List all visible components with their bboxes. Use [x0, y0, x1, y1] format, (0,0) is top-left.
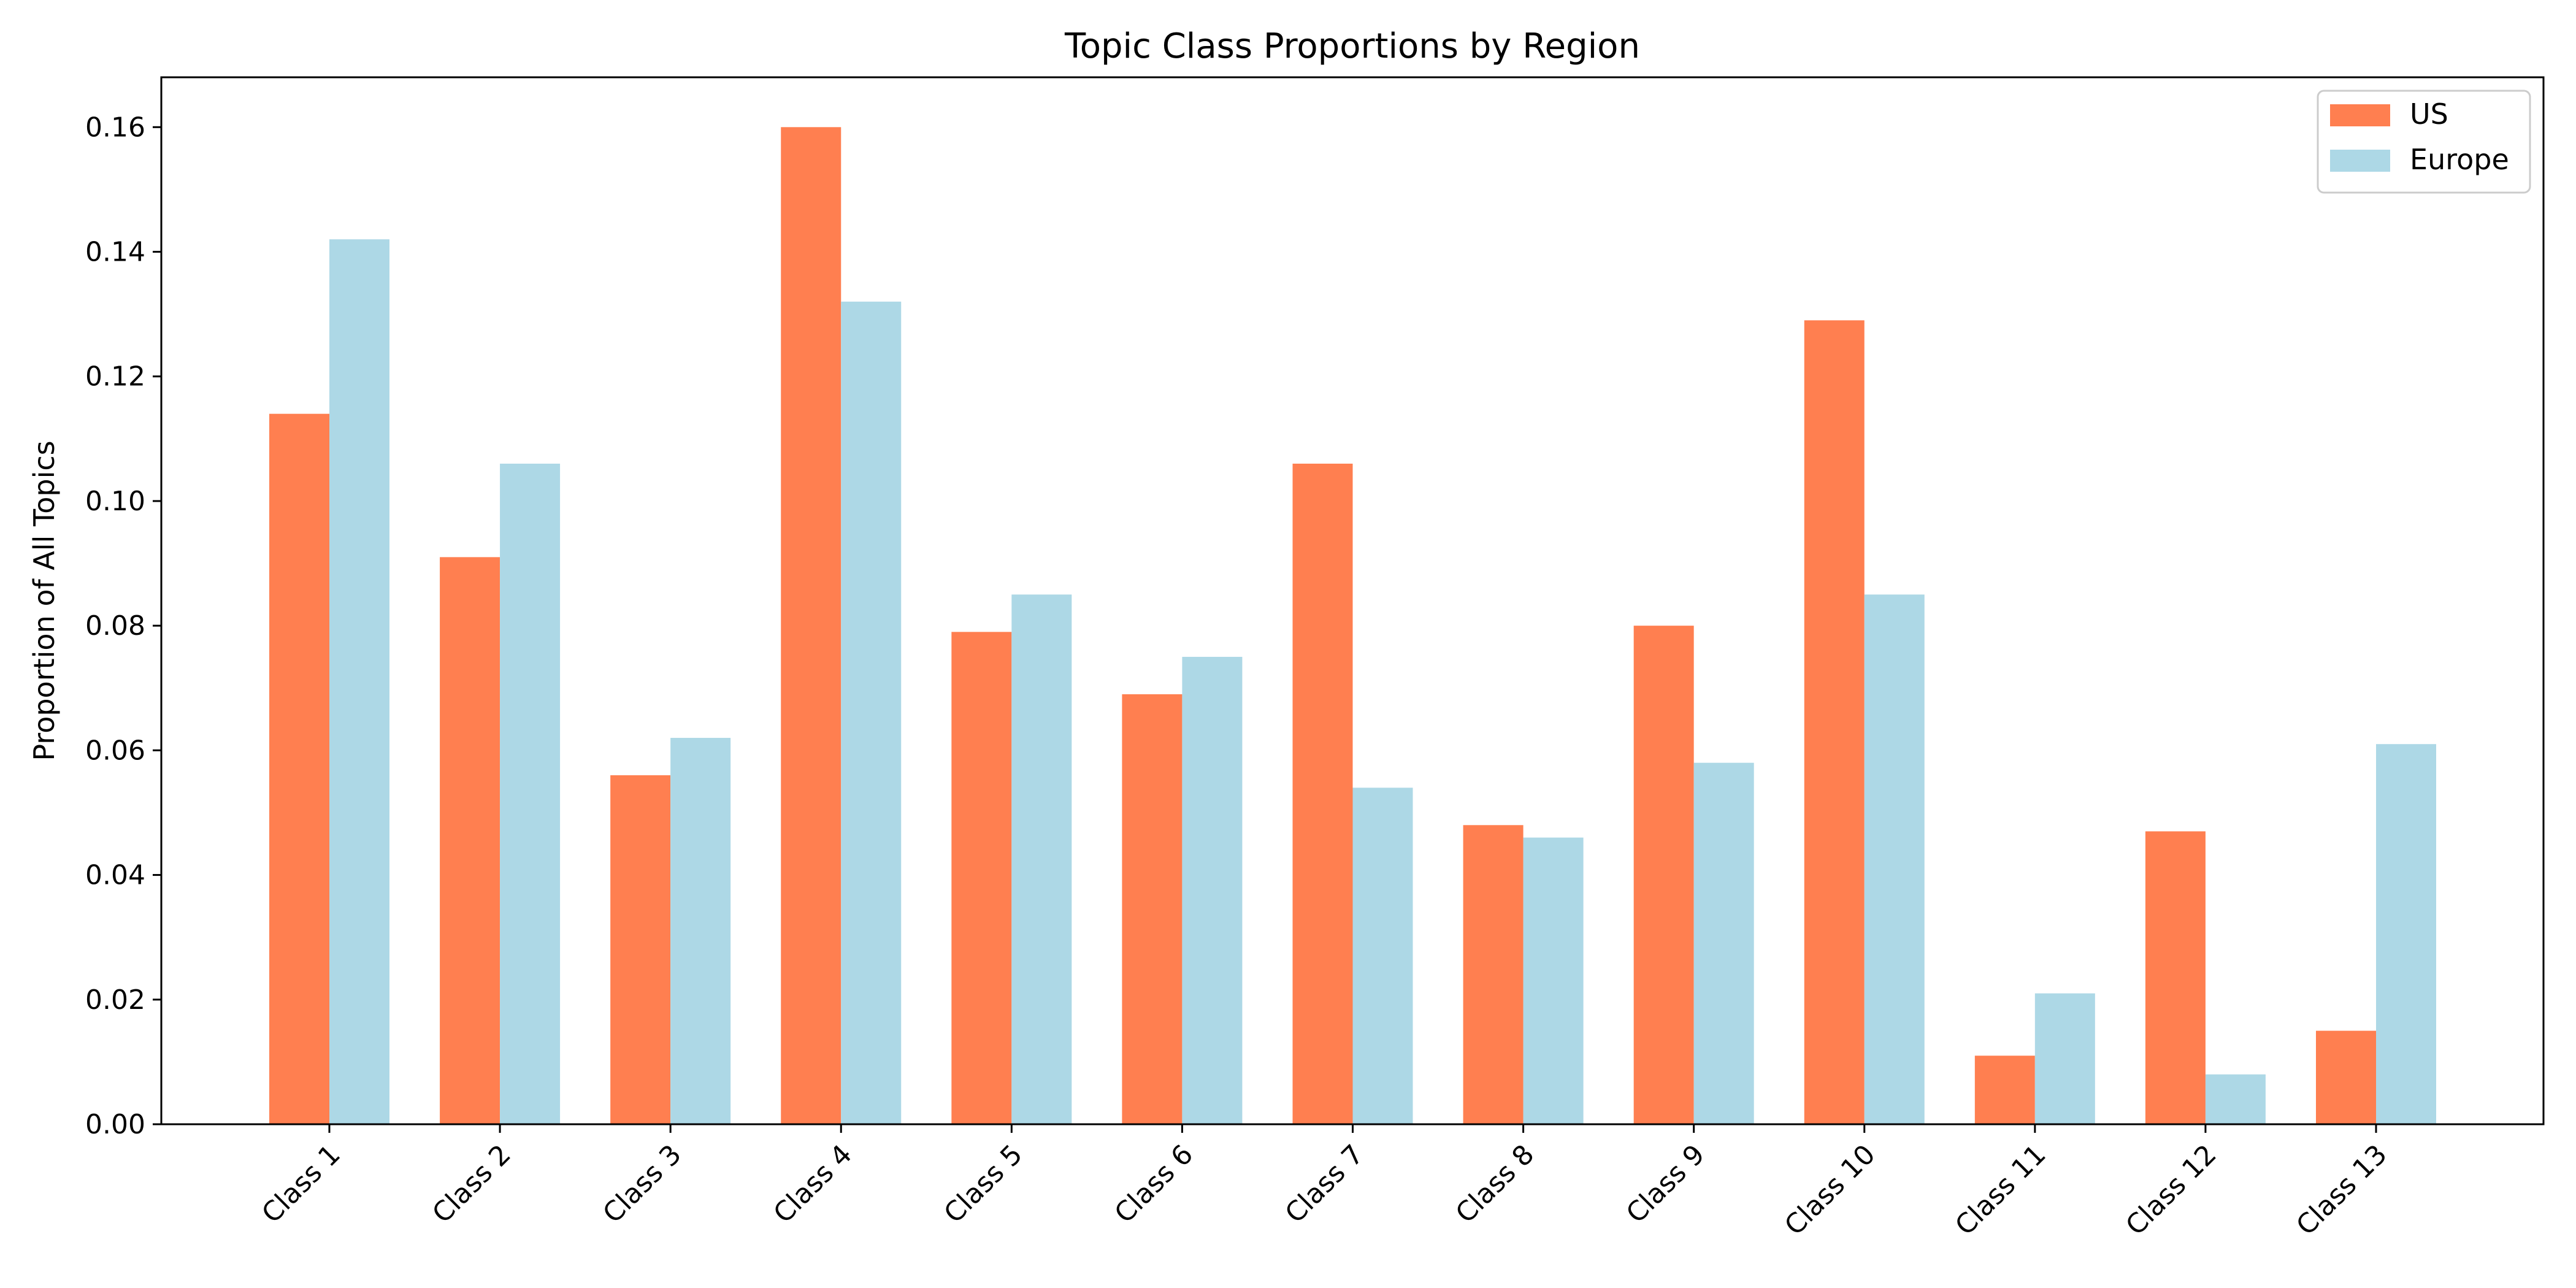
legend-label-us: US [2410, 98, 2448, 131]
bar-us-10 [1804, 320, 1865, 1125]
bar-us-2 [440, 557, 500, 1124]
x-tick-label: Class 12 [2120, 1139, 2222, 1241]
bar-europe-11 [2034, 993, 2095, 1124]
legend-label-europe: Europe [2410, 143, 2509, 176]
bar-europe-13 [2376, 744, 2436, 1124]
bar-europe-1 [329, 239, 389, 1124]
bars-layer [269, 127, 2436, 1125]
y-tick-label: 0.04 [85, 860, 145, 891]
bar-us-5 [951, 632, 1012, 1124]
bar-europe-2 [500, 463, 561, 1124]
bar-europe-9 [1693, 762, 1754, 1124]
chart-title: Topic Class Proportions by Region [1064, 26, 1640, 66]
x-tick-label: Class 4 [767, 1139, 858, 1230]
x-tick-label: Class 10 [1779, 1139, 1881, 1241]
bar-europe-4 [841, 301, 902, 1125]
legend-swatch-europe [2330, 150, 2390, 172]
y-tick-label: 0.00 [85, 1109, 145, 1140]
y-tick-label: 0.02 [85, 984, 145, 1016]
y-axis-ticks: 0.00 0.02 0.04 0.06 0.08 0.10 0.12 0.14 0.16 [85, 112, 161, 1140]
x-tick-label: Class 2 [426, 1139, 517, 1230]
bar-europe-6 [1182, 656, 1243, 1124]
y-tick-label: 0.06 [85, 735, 145, 766]
y-tick-label: 0.16 [85, 112, 145, 143]
bar-europe-3 [670, 738, 731, 1124]
y-tick-label: 0.10 [85, 486, 145, 517]
legend-swatch-us [2330, 104, 2390, 126]
bar-us-1 [269, 413, 329, 1124]
bar-us-6 [1122, 694, 1183, 1124]
bar-europe-10 [1864, 594, 1925, 1124]
x-tick-label: Class 8 [1450, 1139, 1541, 1230]
x-tick-label: Class 6 [1109, 1139, 1200, 1230]
bar-us-8 [1463, 825, 1524, 1124]
bar-us-12 [2145, 831, 2206, 1124]
bar-us-7 [1292, 463, 1353, 1124]
bar-us-13 [2316, 1030, 2376, 1124]
y-tick-label: 0.08 [85, 610, 145, 642]
legend: US Europe [2317, 90, 2531, 194]
x-tick-label: Class 1 [256, 1139, 347, 1230]
x-tick-label: Class 3 [597, 1139, 688, 1230]
bar-us-3 [610, 775, 671, 1124]
x-tick-label: Class 13 [2290, 1139, 2393, 1241]
y-tick-label: 0.12 [85, 361, 145, 393]
bar-europe-5 [1011, 594, 1072, 1124]
x-tick-label: Class 9 [1620, 1139, 1711, 1230]
bar-europe-7 [1352, 788, 1413, 1124]
x-tick-label: Class 11 [1949, 1139, 2052, 1241]
bar-us-11 [1974, 1056, 2035, 1124]
x-axis-ticks: Class 1 Class 2 Class 3 Class 4 Class 5 Class… [256, 1124, 2393, 1241]
y-axis-label: Proportion of All Topics [28, 440, 61, 761]
bar-europe-8 [1523, 837, 1584, 1124]
y-tick-label: 0.14 [85, 237, 145, 268]
x-tick-label: Class 7 [1279, 1139, 1370, 1230]
x-tick-label: Class 5 [938, 1139, 1029, 1230]
bar-europe-12 [2205, 1074, 2266, 1124]
bar-us-4 [781, 127, 841, 1124]
bar-us-9 [1633, 626, 1694, 1124]
